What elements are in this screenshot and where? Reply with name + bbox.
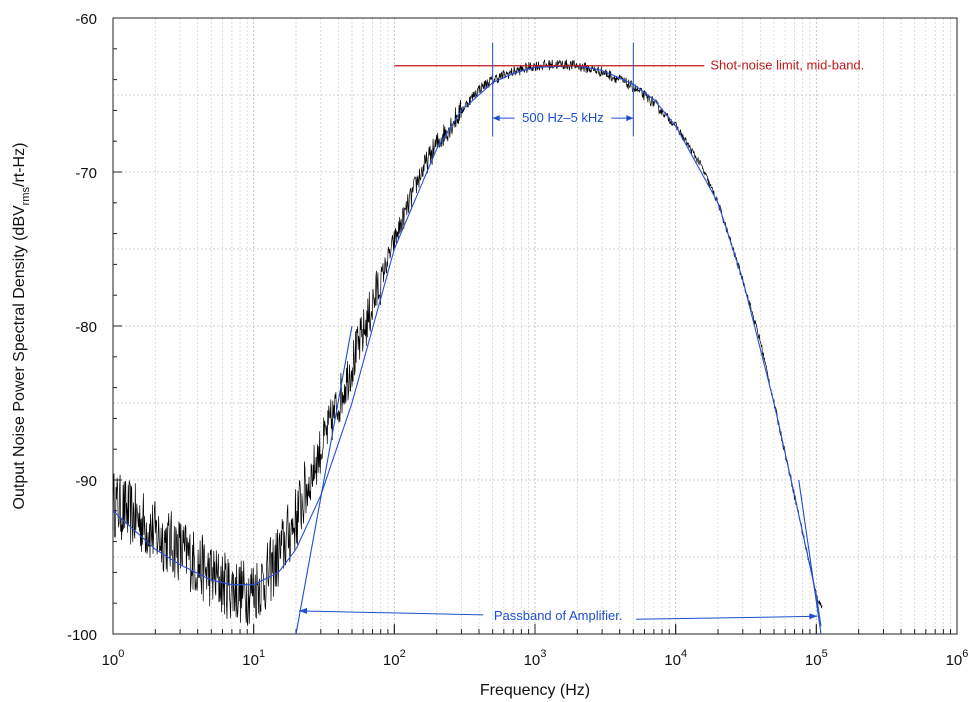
x-tick-base: 10 [524, 652, 541, 669]
y-axis-title-end: /rt-Hz) [11, 143, 28, 187]
y-tick-label: -70 [75, 165, 97, 182]
x-tick-exponent: 4 [681, 648, 687, 660]
x-tick-label: 104 [664, 648, 687, 669]
y-tick-label: -60 [75, 11, 97, 28]
x-tick-base: 10 [383, 652, 400, 669]
band-arrowhead-left [492, 115, 500, 122]
annotation-layer: Shot-noise limit, mid-band. 500 Hz–5 kHz P… [295, 42, 864, 635]
x-tick-base: 10 [242, 652, 259, 669]
passband-edge-high [798, 479, 822, 635]
x-tick-base: 10 [664, 652, 681, 669]
x-tick-label: 100 [102, 648, 125, 669]
x-tick-base: 10 [805, 652, 822, 669]
x-axis-title: Frequency (Hz) [480, 682, 590, 699]
y-tick-label: -100 [67, 627, 97, 644]
y-tick-label: -80 [75, 319, 97, 336]
y-axis-title: Output Noise Power Spectral Density (dBV… [11, 143, 32, 510]
x-tick-exponent: 5 [822, 648, 828, 660]
x-tick-exponent: 1 [259, 648, 265, 660]
band-label: 500 Hz–5 kHz [522, 110, 604, 125]
x-tick-label: 101 [242, 648, 265, 669]
x-tick-exponent: 3 [540, 648, 546, 660]
x-tick-label: 105 [805, 648, 828, 669]
x-tick-label: 102 [383, 648, 406, 669]
tick-layer: 100 101 102 103 104 105 106-60-70-80-90-100 [67, 11, 968, 669]
measured-psd-series [112, 59, 823, 626]
x-tick-exponent: 0 [118, 648, 124, 660]
shot-noise-label: Shot-noise limit, mid-band. [710, 58, 864, 73]
passband-arrowhead-right [809, 613, 818, 620]
y-axis-title-sub: rms [20, 186, 32, 205]
passband-arrow-right [636, 615, 818, 620]
band-arrowhead-right [626, 115, 634, 122]
x-tick-label: 103 [524, 648, 547, 669]
series-layer [112, 59, 823, 627]
y-tick-label: -90 [75, 473, 97, 490]
x-tick-exponent: 6 [962, 648, 968, 660]
y-axis-title-main: Output Noise Power Spectral Density (dBV [11, 205, 28, 509]
grid-layer [112, 17, 957, 635]
x-tick-label: 106 [946, 648, 969, 669]
passband-edge-low [295, 325, 353, 635]
model-fit-series [112, 65, 822, 627]
x-tick-exponent: 2 [400, 648, 406, 660]
x-tick-base: 10 [946, 652, 963, 669]
passband-arrow-left [299, 610, 484, 616]
passband-arrowhead-left [299, 607, 308, 614]
passband-label: Passband of Amplifier. [494, 608, 623, 623]
x-tick-base: 10 [102, 652, 119, 669]
